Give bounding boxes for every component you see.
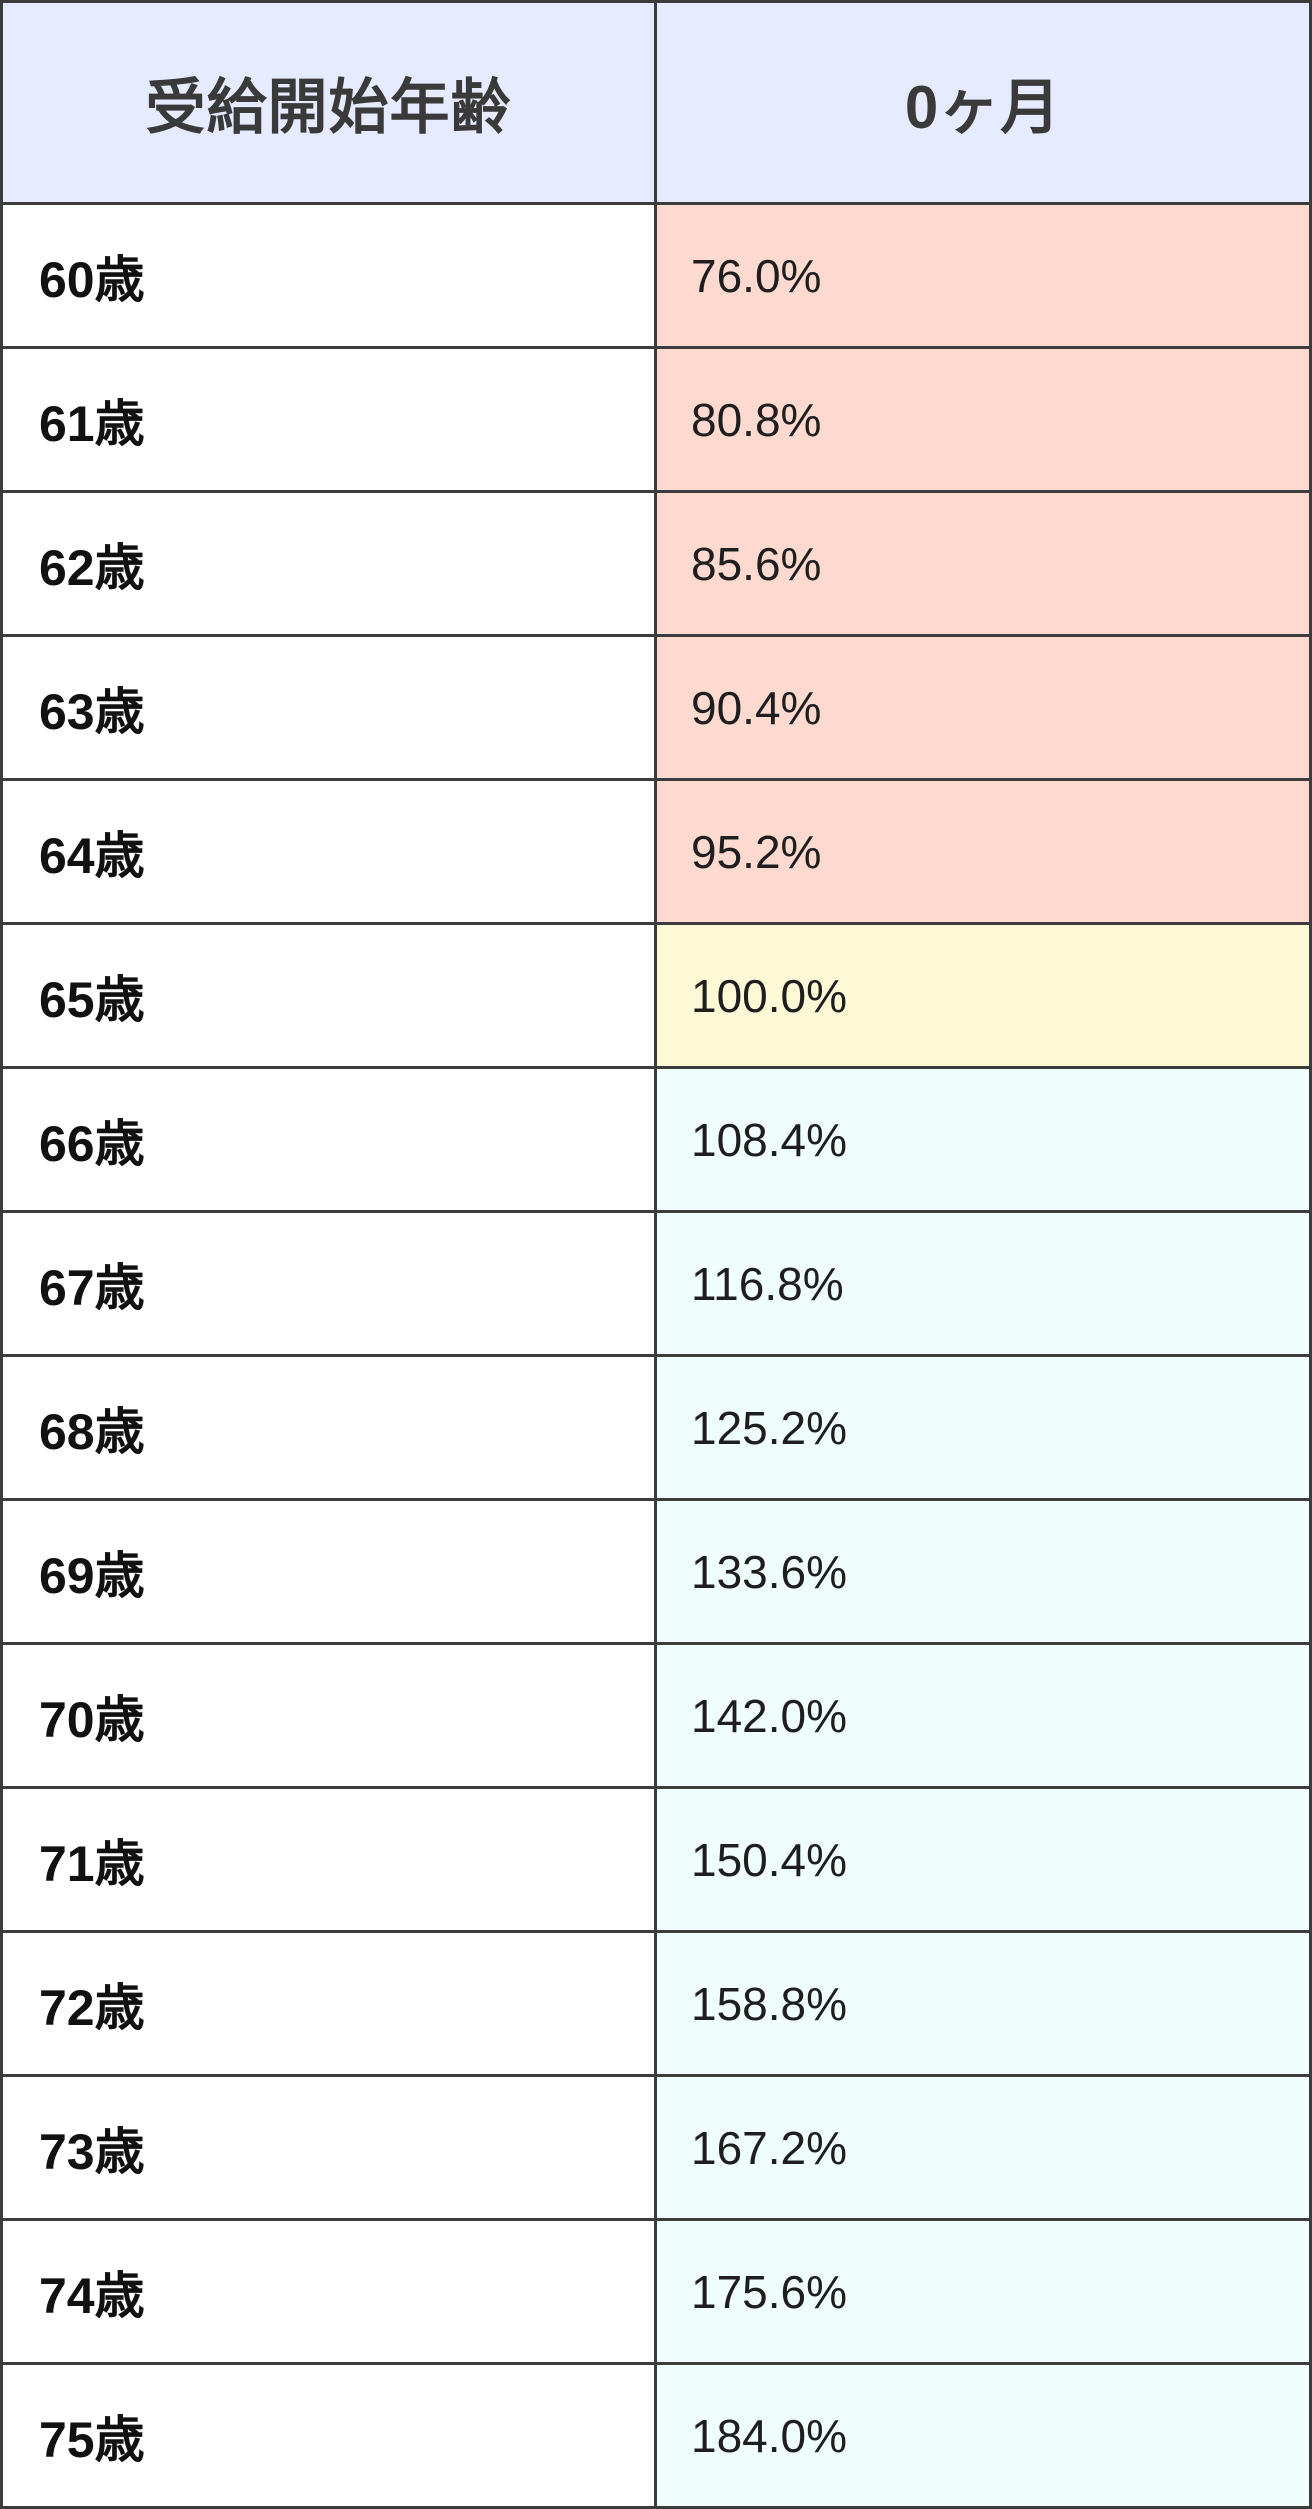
table-row: 64歳 95.2% xyxy=(0,781,1312,925)
table-row: 67歳 116.8% xyxy=(0,1213,1312,1357)
rate-cell: 150.4% xyxy=(657,1789,1312,1933)
table-row: 61歳 80.8% xyxy=(0,349,1312,493)
rate-cell: 158.8% xyxy=(657,1933,1312,2077)
table-row: 75歳 184.0% xyxy=(0,2365,1312,2509)
table-row: 63歳 90.4% xyxy=(0,637,1312,781)
rate-cell: 125.2% xyxy=(657,1357,1312,1501)
rate-cell: 167.2% xyxy=(657,2077,1312,2221)
table-row: 65歳 100.0% xyxy=(0,925,1312,1069)
rate-cell: 116.8% xyxy=(657,1213,1312,1357)
table-row: 73歳 167.2% xyxy=(0,2077,1312,2221)
start-age-cell: 65歳 xyxy=(0,925,657,1069)
table-header-row: 受給開始年齢 0ヶ月 xyxy=(0,0,1312,205)
start-age-cell: 71歳 xyxy=(0,1789,657,1933)
start-age-cell: 69歳 xyxy=(0,1501,657,1645)
header-zero-months: 0ヶ月 xyxy=(657,0,1312,205)
start-age-cell: 67歳 xyxy=(0,1213,657,1357)
start-age-cell: 73歳 xyxy=(0,2077,657,2221)
table-row: 66歳 108.4% xyxy=(0,1069,1312,1213)
rate-cell: 90.4% xyxy=(657,637,1312,781)
table-row: 71歳 150.4% xyxy=(0,1789,1312,1933)
table-row: 68歳 125.2% xyxy=(0,1357,1312,1501)
start-age-cell: 60歳 xyxy=(0,205,657,349)
rate-cell: 85.6% xyxy=(657,493,1312,637)
table-row: 62歳 85.6% xyxy=(0,493,1312,637)
start-age-cell: 61歳 xyxy=(0,349,657,493)
table-row: 69歳 133.6% xyxy=(0,1501,1312,1645)
rate-cell: 142.0% xyxy=(657,1645,1312,1789)
table-row: 74歳 175.6% xyxy=(0,2221,1312,2365)
start-age-cell: 70歳 xyxy=(0,1645,657,1789)
table-body: 60歳 76.0% 61歳 80.8% 62歳 85.6% 63歳 90.4% 64歳 95.2%… xyxy=(0,205,1312,2509)
start-age-cell: 63歳 xyxy=(0,637,657,781)
rate-cell: 95.2% xyxy=(657,781,1312,925)
start-age-cell: 66歳 xyxy=(0,1069,657,1213)
header-start-age: 受給開始年齢 xyxy=(0,0,657,205)
start-age-cell: 74歳 xyxy=(0,2221,657,2365)
rate-cell: 80.8% xyxy=(657,349,1312,493)
table-row: 70歳 142.0% xyxy=(0,1645,1312,1789)
start-age-cell: 62歳 xyxy=(0,493,657,637)
start-age-cell: 75歳 xyxy=(0,2365,657,2509)
rate-cell: 100.0% xyxy=(657,925,1312,1069)
rate-cell: 133.6% xyxy=(657,1501,1312,1645)
rate-cell: 108.4% xyxy=(657,1069,1312,1213)
rate-cell: 175.6% xyxy=(657,2221,1312,2365)
start-age-cell: 72歳 xyxy=(0,1933,657,2077)
rate-cell: 184.0% xyxy=(657,2365,1312,2509)
table-row: 72歳 158.8% xyxy=(0,1933,1312,2077)
start-age-cell: 68歳 xyxy=(0,1357,657,1501)
table-row: 60歳 76.0% xyxy=(0,205,1312,349)
start-age-cell: 64歳 xyxy=(0,781,657,925)
rate-cell: 76.0% xyxy=(657,205,1312,349)
